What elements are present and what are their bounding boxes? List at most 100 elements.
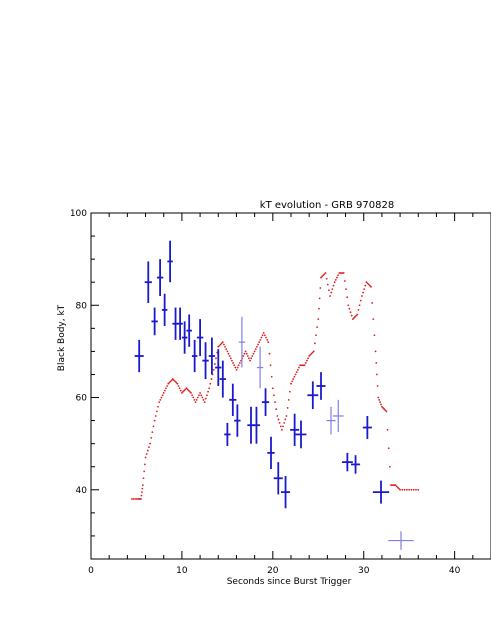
lightcurve-dot [381,405,383,408]
lightcurve-dot [174,380,176,383]
lightcurve-dot [387,447,390,450]
lightcurve-dot [248,357,250,360]
lightcurve-dot [376,385,379,387]
lightcurve-dot [202,398,205,401]
lightcurve-dot [309,353,312,356]
lightcurve-dot [150,437,153,439]
plot-frame [90,212,491,560]
lightcurve-dot [177,385,180,387]
lightcurve-dot [350,314,353,317]
lightcurve-dot [212,368,215,371]
lightcurve-dot [379,401,381,404]
lightcurve-dot [320,276,322,279]
lightcurve-dot [237,364,240,367]
lightcurve-dot [135,498,138,500]
lightcurve-dot [201,396,204,399]
data-point [326,406,336,435]
lightcurve-dot [294,373,297,376]
lightcurve-dot [157,405,159,408]
lightcurve-dot [367,283,370,286]
lightcurve-dot [398,487,400,490]
lightcurve-dot [348,307,351,310]
light-curve-series [131,272,420,500]
lightcurve-dot [196,396,199,399]
lightcurve-dot [158,401,161,404]
lightcurve-dot [186,388,189,391]
lightcurve-dot [353,317,355,319]
lightcurve-dot [318,297,321,300]
lightcurve-dot [326,283,329,286]
lightcurve-dot [229,357,232,360]
lightcurve-dot [200,394,203,397]
lightcurve-dot [374,350,377,353]
lightcurve-dot [182,390,184,393]
lightcurve-dot [234,366,237,369]
lightcurve-dot [288,390,291,393]
x-tick-label: 0 [88,566,94,576]
lightcurve-dot [329,295,331,297]
lightcurve-dot [235,368,238,371]
lightcurve-dot [221,341,224,344]
lightcurve-dot [236,366,239,369]
data-point [134,339,144,373]
lightcurve-dot [380,403,382,406]
lightcurve-dot [218,344,221,347]
x-axis-title: Seconds since Burst Trigger [227,577,352,587]
kt-points-series [134,240,414,550]
lightcurve-dot [161,394,164,397]
lightcurve-dot [417,488,420,491]
lightcurve-dot [331,288,334,291]
lightcurve-dot [377,396,380,399]
data-point [388,531,414,550]
lightcurve-dot [141,491,143,494]
lightcurve-dot [347,304,350,307]
lightcurve-dot [261,334,264,337]
lightcurve-dot [195,398,198,401]
lightcurve-dot [362,291,364,294]
lightcurve-dot [191,394,194,397]
lightcurve-dot [325,277,328,280]
data-point [167,240,173,283]
data-point [341,452,353,472]
lightcurve-dot [224,345,226,348]
lightcurve-dot [154,415,157,417]
lightcurve-dot [144,456,147,459]
lightcurve-dot [308,355,311,357]
lightcurve-dot [173,379,175,382]
lightcurve-dot [250,357,253,360]
lightcurve-dot [231,359,233,362]
data-point [196,319,204,357]
lightcurve-dot [178,387,181,390]
lightcurve-dot [243,352,246,355]
lightcurve-dot [194,401,197,404]
lightcurve-dot [188,390,191,393]
lightcurve-dot [358,304,361,307]
lightcurve-dot [283,422,286,424]
lightcurve-dot [303,364,306,367]
lightcurve-dot [386,428,389,431]
lightcurve-dot [346,296,349,299]
lightcurve-dot [278,422,281,424]
lightcurve-dot [242,355,245,357]
lightcurve-dot [323,273,326,276]
data-point [229,383,237,416]
lightcurve-dot [316,326,319,329]
lightcurve-dot [163,389,166,392]
lightcurve-dot [359,299,362,302]
data-point [273,462,283,495]
lightcurve-dot [363,288,366,291]
data-point [295,420,307,449]
lightcurve-dot [213,363,216,365]
lightcurve-dot [319,287,322,289]
data-point [215,349,222,386]
lightcurve-dot [215,357,217,360]
lightcurve-dot [401,488,404,491]
lightcurve-dot [265,336,267,339]
x-tick-label: 40 [449,566,461,576]
lightcurve-dot [198,394,200,397]
lightcurve-dot [169,380,172,383]
lightcurve-dot [295,371,298,374]
data-point [281,475,291,509]
lightcurve-dot [364,284,367,287]
lightcurve-dot [298,366,300,369]
